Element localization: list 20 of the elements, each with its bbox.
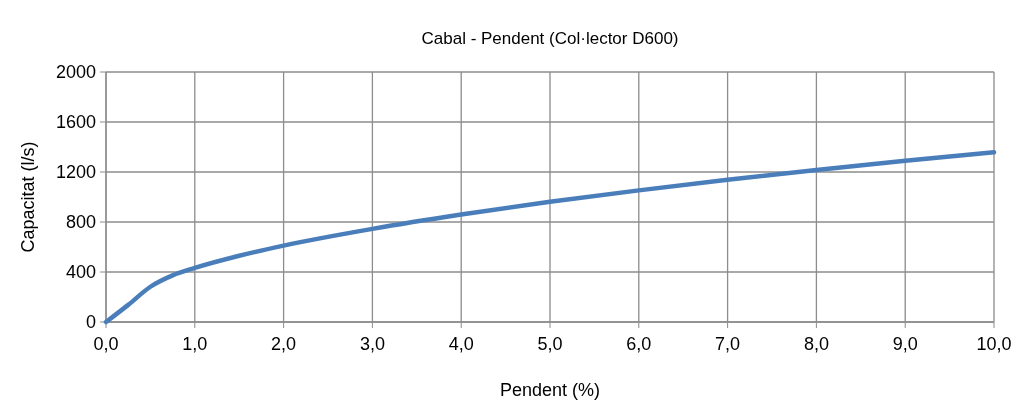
y-axis-title: Capacitat (l/s) (18, 141, 38, 253)
x-tick-label: 7,0 (715, 334, 741, 354)
x-tick-label: 1,0 (182, 334, 208, 354)
x-tick-label: 2,0 (271, 334, 297, 354)
y-tick-label: 800 (65, 212, 96, 233)
x-tick-label: 6,0 (626, 334, 652, 354)
chart-title: Cabal - Pendent (Col·lector D600) (421, 29, 679, 48)
x-tick-label: 3,0 (359, 334, 385, 354)
x-tick-label: 0,0 (93, 334, 119, 354)
y-tick-label: 1600 (55, 112, 96, 133)
x-axis-title: Pendent (%) (499, 380, 601, 400)
y-tick-label: 1200 (55, 162, 96, 183)
x-tick-label: 10,0 (976, 334, 1012, 354)
x-tick-label: 8,0 (803, 334, 829, 354)
y-tick-label: 0 (85, 312, 96, 333)
x-tick-label: 4,0 (448, 334, 474, 354)
y-tick-label: 400 (65, 262, 96, 283)
x-tick-label: 9,0 (892, 334, 918, 354)
y-tick-label: 2000 (55, 62, 96, 83)
x-tick-label: 5,0 (537, 334, 563, 354)
